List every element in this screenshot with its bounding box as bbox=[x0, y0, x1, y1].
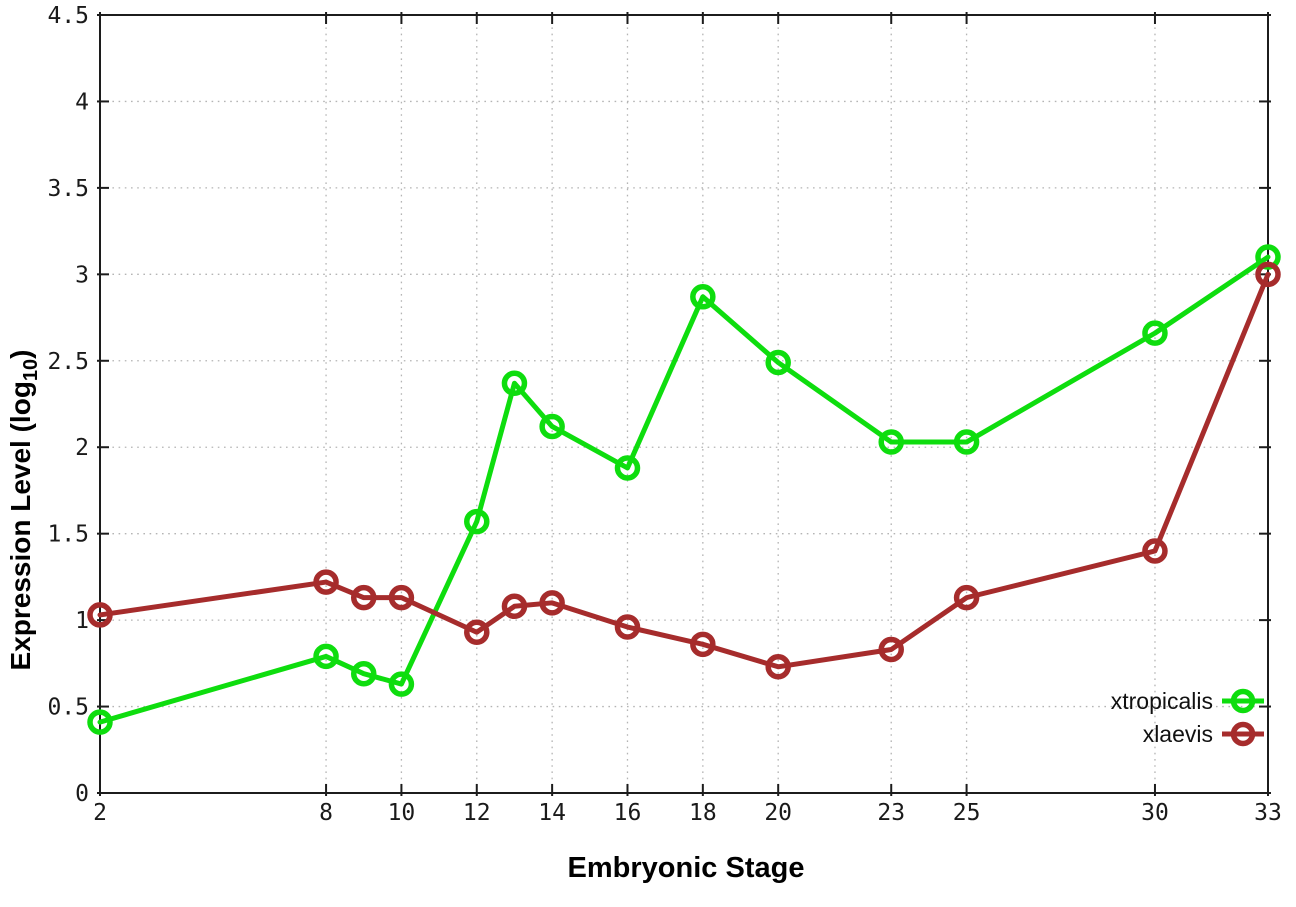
x-tick-labels: 2 8 10 12 14 16 18 20 23 25 30 33 bbox=[93, 800, 1282, 826]
series-xlaevis bbox=[87, 261, 1281, 680]
data-point-xlaevis bbox=[1255, 261, 1281, 288]
x-tick-label: 16 bbox=[614, 800, 642, 826]
data-point-xtropicalis bbox=[388, 671, 415, 697]
series-line-xlaevis bbox=[97, 271, 1271, 670]
data-point-xtropicalis bbox=[690, 284, 716, 310]
y-tick-label: 0 bbox=[75, 781, 89, 807]
plot-border bbox=[99, 14, 1269, 794]
data-point-xlaevis bbox=[313, 569, 339, 595]
x-tick-label: 23 bbox=[877, 800, 905, 826]
data-point-xlaevis bbox=[1142, 538, 1168, 564]
x-axis-title: Embryonic Stage bbox=[568, 852, 805, 884]
x-tick-label: 10 bbox=[388, 800, 416, 826]
data-point-xlaevis bbox=[878, 636, 904, 663]
x-tick-label: 12 bbox=[463, 800, 491, 826]
data-point-xtropicalis bbox=[350, 660, 377, 687]
x-tick-label: 14 bbox=[538, 800, 566, 826]
x-tick-label: 30 bbox=[1141, 800, 1169, 826]
data-point-xlaevis bbox=[765, 654, 791, 680]
y-axis-title: Expression Level (log10) bbox=[5, 350, 42, 671]
y-tick-label: 3 bbox=[75, 262, 89, 288]
series-xtropicalis bbox=[87, 244, 1281, 735]
y-tick-label: 4 bbox=[75, 89, 89, 115]
x-tick-label: 25 bbox=[953, 800, 981, 826]
y-tick-label: 3.5 bbox=[47, 176, 89, 202]
data-point-xtropicalis bbox=[464, 508, 490, 535]
data-point-xlaevis bbox=[501, 593, 528, 620]
gridlines bbox=[99, 14, 1269, 794]
legend: xtropicalis xlaevis bbox=[1111, 688, 1264, 747]
y-tick-label: 1.5 bbox=[47, 522, 89, 548]
data-point-xtropicalis bbox=[765, 349, 791, 376]
y-tick-labels: 0 0.5 1 1.5 2 2.5 3 3.5 4 4.5 bbox=[47, 3, 89, 807]
data-point-xlaevis bbox=[539, 590, 565, 616]
data-point-xlaevis bbox=[350, 584, 377, 611]
x-tick-label: 2 bbox=[93, 800, 107, 826]
data-point-xtropicalis bbox=[1142, 320, 1168, 346]
data-point-xlaevis bbox=[953, 584, 980, 611]
y-tick-label: 4.5 bbox=[47, 3, 89, 29]
data-point-xlaevis bbox=[614, 614, 641, 640]
legend-marker-icon bbox=[1230, 721, 1256, 747]
y-tick-label: 2 bbox=[75, 435, 89, 461]
x-tick-label: 33 bbox=[1254, 800, 1282, 826]
x-tick-label: 18 bbox=[689, 800, 717, 826]
data-point-xlaevis bbox=[464, 619, 490, 645]
y-tick-label: 2.5 bbox=[47, 349, 89, 375]
data-point-xlaevis bbox=[87, 602, 113, 628]
data-point-xtropicalis bbox=[953, 429, 980, 455]
x-tick-label: 20 bbox=[764, 800, 792, 826]
data-point-xtropicalis bbox=[313, 643, 339, 670]
data-point-xtropicalis bbox=[87, 709, 113, 735]
legend-entry-xtropicalis: xtropicalis bbox=[1111, 688, 1264, 714]
legend-label: xlaevis bbox=[1143, 721, 1213, 747]
legend-entry-xlaevis: xlaevis bbox=[1143, 721, 1264, 747]
data-point-xlaevis bbox=[690, 631, 716, 658]
legend-label: xtropicalis bbox=[1111, 688, 1213, 714]
tick-marks bbox=[97, 12, 1271, 796]
legend-marker-icon bbox=[1230, 688, 1256, 714]
data-point-xtropicalis bbox=[539, 413, 565, 440]
data-point-xtropicalis bbox=[614, 455, 641, 481]
y-tick-label: 0.5 bbox=[47, 695, 89, 721]
y-tick-label: 1 bbox=[75, 608, 89, 634]
x-tick-label: 8 bbox=[319, 800, 333, 826]
data-point-xlaevis bbox=[388, 584, 415, 611]
series-line-xtropicalis bbox=[97, 254, 1271, 725]
data-point-xtropicalis bbox=[878, 429, 904, 455]
data-point-xtropicalis bbox=[501, 370, 528, 397]
